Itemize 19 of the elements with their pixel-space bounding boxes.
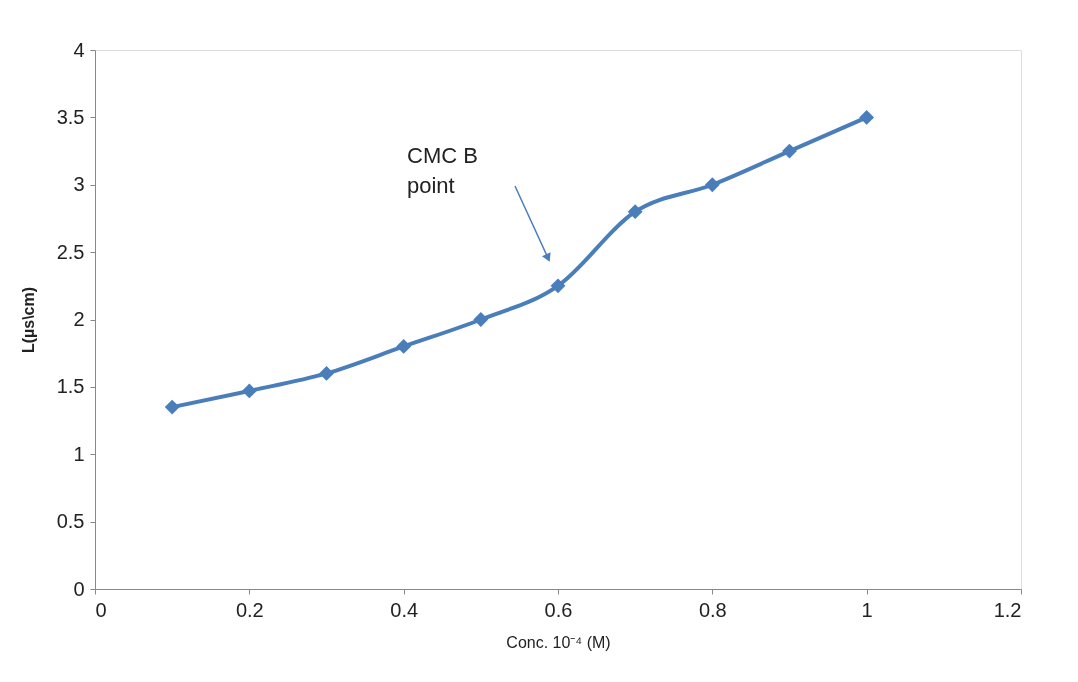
y-tick-label: 4 <box>73 38 85 61</box>
x-tick-label: 0.2 <box>235 598 264 621</box>
x-axis-title: Conc. 10⁻⁴ (M) <box>506 633 611 651</box>
x-tick-label: 1.2 <box>993 598 1022 621</box>
y-tick-label: 3 <box>73 173 85 196</box>
x-tick-label: 0.4 <box>390 598 419 621</box>
y-tick-label: 0 <box>73 577 85 600</box>
x-tick-label: 0.6 <box>544 598 573 621</box>
x-tick-label: 0.8 <box>698 598 727 621</box>
y-axis-title: L(µs\cm) <box>19 286 37 354</box>
annotation: CMC B point <box>407 143 478 198</box>
y-tick-label: 1 <box>73 442 85 465</box>
y-tick-label: 3.5 <box>56 105 85 128</box>
x-tick-label: 0 <box>95 598 107 621</box>
y-tick-label: 2 <box>73 308 85 330</box>
x-tick-label: 1 <box>861 598 873 621</box>
y-tick-label: 0.5 <box>56 510 85 533</box>
y-tick-label: 2.5 <box>56 240 85 263</box>
y-tick-label: 1.5 <box>56 375 85 398</box>
